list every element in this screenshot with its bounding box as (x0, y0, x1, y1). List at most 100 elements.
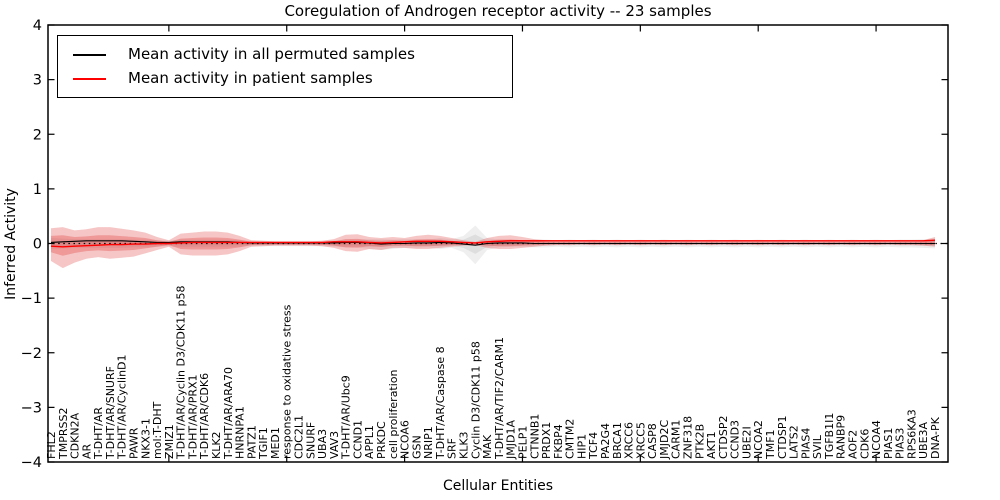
entity-label: PAWR (128, 427, 141, 459)
y-tick-label: −3 (21, 400, 42, 416)
y-tick-label: 4 (33, 18, 42, 34)
entity-label: GSN (410, 435, 423, 459)
entity-label: CTDSP2 (717, 416, 730, 459)
entity-label: mol:T-DHT (151, 401, 164, 459)
entity-label: AOF2 (846, 430, 859, 459)
entity-label: NKX3-1 (139, 418, 152, 459)
axis-ticks (48, 24, 948, 463)
entity-label: CARM1 (670, 420, 683, 459)
entity-label: AR (80, 443, 93, 459)
entity-label: CDC2L1 (293, 415, 306, 459)
entity-label: T-DHT/AR/SNURF (104, 366, 117, 460)
entity-label: NRIP1 (422, 426, 435, 459)
legend-line-sample (73, 53, 106, 56)
entity-label: T-DHT/AR/CyclinD1 (116, 354, 129, 460)
patient-samples-band-outer (51, 227, 935, 269)
entity-label: AKT1 (705, 431, 718, 459)
entity-label: LATS2 (788, 425, 801, 459)
entity-label: HIP1 (575, 434, 588, 459)
entity-label: SNURF (304, 422, 317, 459)
entity-label: ZNF318 (681, 416, 694, 459)
entity-label: PIAS1 (882, 428, 895, 459)
entity-label: TGIF1 (257, 427, 270, 460)
legend-line-sample (73, 77, 106, 80)
x-entity-labels: FHL2TMPRSS2CDKN2AART-DHT/ART-DHT/AR/SNUR… (45, 285, 942, 460)
entity-label: NCOA4 (870, 420, 883, 459)
legend-label: Mean activity in all permuted samples (128, 45, 415, 63)
entity-label: XRCC6 (623, 422, 636, 459)
entity-label: MED1 (269, 427, 282, 459)
entity-label: NCOA2 (752, 420, 765, 459)
entity-label: KLK2 (210, 431, 223, 459)
y-tick-label: 0 (33, 237, 42, 253)
entity-label: TMF1 (764, 429, 777, 460)
entity-label: PRDX1 (540, 422, 553, 459)
entity-label: TMPRSS2 (57, 408, 70, 460)
entity-label: CCND3 (729, 420, 742, 459)
entity-label: TCF4 (587, 432, 600, 460)
entity-label: MAK (481, 434, 494, 459)
legend-item: Mean activity in all permuted samples (58, 47, 512, 62)
y-tick-label: 1 (33, 182, 42, 198)
entity-label: DNA-PK (929, 416, 942, 459)
entity-label: XRCC5 (634, 422, 647, 459)
permuted-samples-band-inner (51, 234, 935, 254)
legend-label: Mean activity in patient samples (128, 69, 373, 87)
y-tick-labels: −4 −3 −2 −1 0 1 2 3 4 (21, 18, 42, 471)
x-axis-label: Cellular Entities (442, 478, 554, 494)
entity-label: T-DHT/AR/TIF2/CARM1 (493, 337, 506, 460)
entity-label: UBE3A (917, 421, 930, 459)
entity-label: CTNNB1 (528, 414, 541, 459)
entity-label: PIAS3 (894, 428, 907, 459)
entity-label: PATZ1 (245, 425, 258, 459)
entity-label: CTDSP1 (776, 416, 789, 459)
legend-item: Mean activity in patient samples (58, 71, 512, 86)
entity-label: NCOA6 (399, 420, 412, 459)
patient-samples-band-inner (51, 235, 935, 256)
chart-title: Coregulation of Androgen receptor activi… (284, 2, 712, 20)
y-tick-label: −1 (21, 291, 42, 307)
entity-label: cell proliferation (387, 369, 400, 459)
y-tick-label: 2 (33, 127, 42, 143)
entity-label: BRCA1 (611, 422, 624, 459)
entity-label: UBA3 (316, 429, 329, 459)
entity-label: CDKN2A (69, 412, 82, 459)
entity-label: T-DHT/AR/Cyclin D3/CDK11 p58 (175, 285, 188, 460)
y-tick-label: −2 (21, 346, 42, 362)
series-lines (50, 239, 936, 248)
entity-label: PA2G4 (599, 423, 612, 459)
entity-label: UBE2I (740, 426, 753, 459)
entity-label: ZMIZ1 (163, 424, 176, 459)
entity-label: FHL2 (45, 431, 58, 459)
entity-label: SRF (446, 438, 459, 459)
entity-label: T-DHT/AR/CDK6 (198, 373, 211, 460)
entity-label: CDK6 (858, 429, 871, 459)
entity-label: T-DHT/AR/PRX1 (186, 374, 199, 460)
entity-label: VAV3 (328, 431, 341, 459)
patient-mean-line (50, 239, 936, 248)
entity-label: JMJD2C (658, 420, 671, 460)
entity-label: T-DHT/AR/Caspase 8 (434, 346, 447, 460)
entity-label: JMJD1A (505, 420, 518, 460)
entity-label: T-DHT/AR (92, 407, 105, 460)
entity-label: PRKDC (375, 421, 388, 459)
entity-label: RPS6KA3 (905, 409, 918, 459)
entity-label: T-DHT/AR/Ubc9 (340, 375, 353, 460)
legend: Mean activity in all permuted samples Mea… (57, 35, 513, 98)
confidence-bands (51, 225, 935, 269)
entity-label: PELP1 (516, 426, 529, 459)
permuted-samples-band-outer (51, 225, 935, 265)
entity-label: FKBP4 (552, 424, 565, 459)
entity-label: RANBP9 (835, 415, 848, 459)
entity-label: T-DHT/AR/ARA70 (222, 367, 235, 460)
y-axis-label: Inferred Activity (3, 188, 19, 300)
entity-label: KLK3 (458, 431, 471, 459)
y-tick-label: 3 (33, 73, 42, 89)
entity-label: CCND1 (351, 420, 364, 459)
entity-label: Cyclin D3/CDK11 p58 (469, 341, 482, 459)
entity-label: TGFB1I1 (823, 413, 836, 460)
entity-label: PIAS4 (799, 428, 812, 459)
entity-label: PTK2B (693, 424, 706, 459)
